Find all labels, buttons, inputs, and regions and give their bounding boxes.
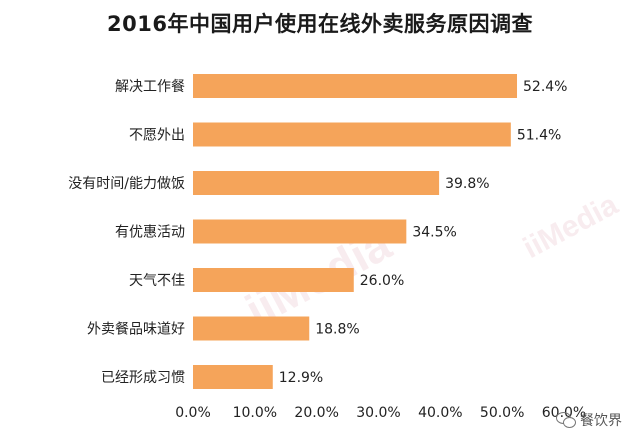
category-label-3: 有优惠活动: [115, 225, 185, 241]
x-tick-label-1: 10.0%: [233, 405, 277, 421]
value-label-1: 51.4%: [517, 128, 561, 144]
source-mark: 餐饮界: [556, 410, 622, 430]
category-label-2: 没有时间/能力做饭: [68, 176, 185, 192]
value-label-2: 39.8%: [445, 176, 489, 192]
chart-title: 2016年中国用户使用在线外卖服务原因调查: [107, 12, 533, 36]
x-tick-label-4: 40.0%: [418, 405, 462, 421]
source-label: 餐饮界: [580, 413, 622, 429]
x-tick-label-2: 20.0%: [294, 405, 338, 421]
category-label-0: 解决工作餐: [115, 79, 185, 95]
value-label-0: 52.4%: [523, 79, 567, 95]
value-label-6: 12.9%: [279, 370, 323, 386]
x-tick-label-3: 30.0%: [356, 405, 400, 421]
x-tick-label-5: 50.0%: [480, 405, 524, 421]
category-label-5: 外卖餐品味道好: [87, 322, 185, 338]
bar-1: [193, 122, 511, 147]
category-label-1: 不愿外出: [129, 128, 185, 144]
category-label-4: 天气不佳: [129, 273, 185, 289]
bar-0: [193, 74, 518, 98]
value-label-3: 34.5%: [412, 225, 456, 241]
bar-5: [193, 316, 310, 341]
bar-2: [193, 171, 440, 195]
value-label-4: 26.0%: [360, 273, 404, 289]
value-label-5: 18.8%: [315, 322, 359, 338]
bar-6: [193, 365, 273, 389]
bar-4: [193, 268, 354, 292]
wechat-icon: [556, 412, 576, 428]
x-tick-label-0: 0.0%: [175, 405, 211, 421]
category-label-6: 已经形成习惯: [101, 369, 185, 386]
bar-3: [193, 219, 407, 244]
